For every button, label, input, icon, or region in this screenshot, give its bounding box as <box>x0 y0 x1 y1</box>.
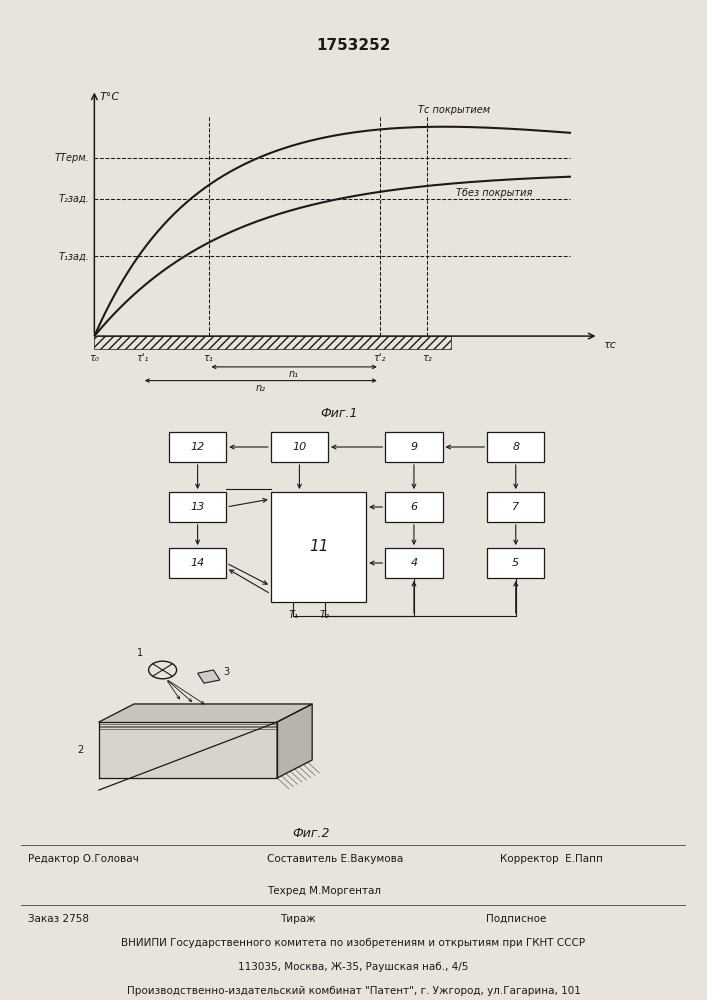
Text: 5: 5 <box>512 558 520 568</box>
Text: 13: 13 <box>190 502 205 512</box>
Text: τ'₁: τ'₁ <box>136 353 148 363</box>
Text: Подписное: Подписное <box>486 914 547 924</box>
Text: 7: 7 <box>512 502 520 512</box>
Text: T₂: T₂ <box>320 610 329 620</box>
Bar <box>271 432 328 462</box>
Text: τ'₂: τ'₂ <box>373 353 386 363</box>
Text: ВНИИПИ Государственного комитета по изобретениям и открытиям при ГКНТ СССР: ВНИИПИ Государственного комитета по изоб… <box>122 938 585 948</box>
Bar <box>487 492 544 522</box>
Text: T₁зад.: T₁зад. <box>59 251 90 261</box>
Bar <box>385 548 443 578</box>
Text: T°C: T°C <box>99 92 119 102</box>
Text: Тс покрытием: Тс покрытием <box>418 105 490 115</box>
Text: 113035, Москва, Ж-35, Раушская наб., 4/5: 113035, Москва, Ж-35, Раушская наб., 4/5 <box>238 962 469 972</box>
Text: 10: 10 <box>292 442 307 452</box>
Text: Производственно-издательский комбинат "Патент", г. Ужгород, ул.Гагарина, 101: Производственно-издательский комбинат "П… <box>127 986 580 996</box>
Text: 6: 6 <box>410 502 418 512</box>
Bar <box>94 336 451 349</box>
Text: Заказ 2758: Заказ 2758 <box>28 914 89 924</box>
Text: Редактор О.Головач: Редактор О.Головач <box>28 854 139 864</box>
Text: 3: 3 <box>223 667 229 677</box>
Text: τ₁: τ₁ <box>204 353 214 363</box>
Text: Корректор  Е.Папп: Корректор Е.Папп <box>500 854 602 864</box>
Polygon shape <box>99 704 312 722</box>
Text: 1: 1 <box>137 648 144 658</box>
Bar <box>487 432 544 462</box>
Bar <box>385 432 443 462</box>
Text: T₁: T₁ <box>288 610 298 620</box>
Text: T₂зад.: T₂зад. <box>59 194 90 204</box>
Bar <box>169 492 226 522</box>
Text: τ₀: τ₀ <box>90 353 99 363</box>
Polygon shape <box>198 670 220 683</box>
Text: Тираж: Тираж <box>281 914 316 924</box>
Text: 9: 9 <box>410 442 418 452</box>
Text: Тбез покрытия: Тбез покрытия <box>456 188 532 198</box>
Text: 12: 12 <box>190 442 205 452</box>
Text: τ₂: τ₂ <box>422 353 432 363</box>
Text: 14: 14 <box>190 558 205 568</box>
Polygon shape <box>99 722 277 778</box>
Text: Фиг.2: Фиг.2 <box>292 827 330 840</box>
Bar <box>385 492 443 522</box>
Text: 2: 2 <box>77 745 83 755</box>
Text: 11: 11 <box>309 539 328 554</box>
Text: ТТерм.: ТТерм. <box>55 153 90 163</box>
Text: Фиг.1: Фиг.1 <box>320 407 358 420</box>
Text: 1753252: 1753252 <box>316 38 391 53</box>
Text: 4: 4 <box>410 558 418 568</box>
Text: Техред М.Моргентал: Техред М.Моргентал <box>267 886 381 896</box>
Bar <box>169 432 226 462</box>
Text: τc: τc <box>603 340 616 350</box>
Text: n₂: n₂ <box>256 383 266 393</box>
Bar <box>169 548 226 578</box>
Text: 8: 8 <box>512 442 520 452</box>
Bar <box>271 492 366 602</box>
Text: Составитель Е.Вакумова: Составитель Е.Вакумова <box>267 854 404 864</box>
Text: n₁: n₁ <box>289 369 299 379</box>
Polygon shape <box>277 704 312 778</box>
Bar <box>487 548 544 578</box>
